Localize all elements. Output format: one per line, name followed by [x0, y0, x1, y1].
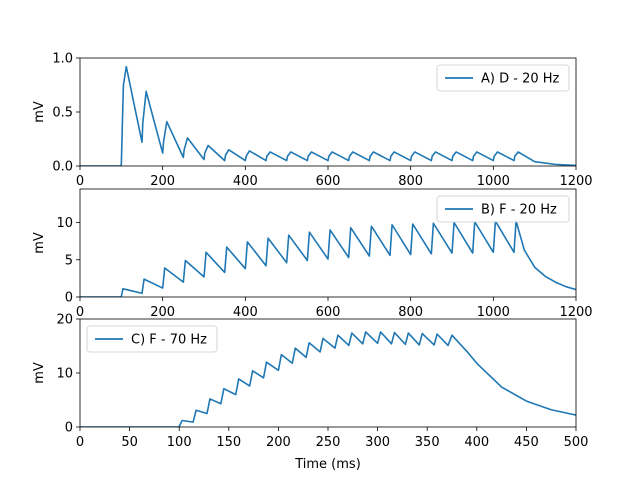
legend-label: C) F - 70 Hz: [131, 333, 207, 348]
series-line-2-1: [80, 220, 576, 297]
x-tick-label: 50: [121, 435, 138, 450]
y-tick-label: 0.5: [52, 106, 73, 121]
y-axis-label: mV: [32, 362, 47, 384]
x-tick-label: 600: [316, 174, 341, 189]
legend-frame: [436, 64, 570, 92]
x-tick-label: 500: [564, 435, 589, 450]
legend-label: B) F - 20 Hz: [481, 203, 557, 218]
x-tick-label: 400: [233, 305, 258, 320]
y-tick-label: 0.0: [52, 160, 73, 175]
x-tick-label: 300: [365, 435, 390, 450]
x-tick-label: 800: [398, 305, 423, 320]
x-tick-label: 250: [316, 435, 341, 450]
y-tick-label: 1.0: [52, 52, 73, 67]
x-tick-label: 400: [464, 435, 489, 450]
x-tick-label: 1200: [559, 305, 592, 320]
x-tick-label: 450: [514, 435, 539, 450]
chart-panel-2: 0 200 400 600 800 1000 1200 0 5 10 mV B) F - 20 Hz: [32, 188, 593, 320]
x-tick-label: 1000: [477, 174, 510, 189]
chart-panel-1: 0 200 400 600 800 1000 1200 0.0 0.5 1.0 mV A) D - 2…: [32, 52, 593, 190]
legend: A) D - 20 Hz: [436, 64, 570, 92]
y-tick-label: 10: [56, 367, 73, 382]
series-line-3-1: [80, 331, 576, 427]
y-tick-label: 0: [65, 421, 73, 436]
x-tick-label: 200: [150, 174, 175, 189]
x-tick-label: 1200: [559, 174, 592, 189]
legend-frame: [436, 195, 570, 223]
x-tick-label: 1000: [477, 305, 510, 320]
chart-panel-3: 0 50 100 150 200 250 300 350 400 450 500 0 10 20 mV Tim…: [32, 313, 588, 473]
x-tick-label: 150: [216, 435, 241, 450]
x-tick-label: 0: [76, 435, 84, 450]
x-tick-label: 400: [233, 174, 258, 189]
x-tick-label: 0: [76, 305, 84, 320]
y-axis-label: mV: [32, 232, 47, 254]
series-line-1-1: [80, 65, 576, 166]
x-tick-label: 200: [150, 305, 175, 320]
x-tick-label: 600: [316, 305, 341, 320]
x-tick-label: 100: [167, 435, 192, 450]
legend-label: A) D - 20 Hz: [481, 72, 560, 87]
y-tick-label: 0: [65, 291, 73, 306]
legend: B) F - 20 Hz: [436, 195, 570, 223]
y-axis-label: mV: [32, 101, 47, 123]
x-tick-label: 350: [415, 435, 440, 450]
legend: C) F - 70 Hz: [86, 325, 218, 353]
y-tick-label: 10: [56, 216, 73, 231]
legend-frame: [86, 325, 218, 353]
x-axis-label: Time (ms): [294, 457, 361, 472]
x-tick-label: 800: [398, 174, 423, 189]
x-tick-label: 0: [76, 174, 84, 189]
x-tick-label: 200: [266, 435, 291, 450]
y-tick-label: 20: [56, 313, 73, 328]
y-tick-label: 5: [65, 253, 73, 268]
